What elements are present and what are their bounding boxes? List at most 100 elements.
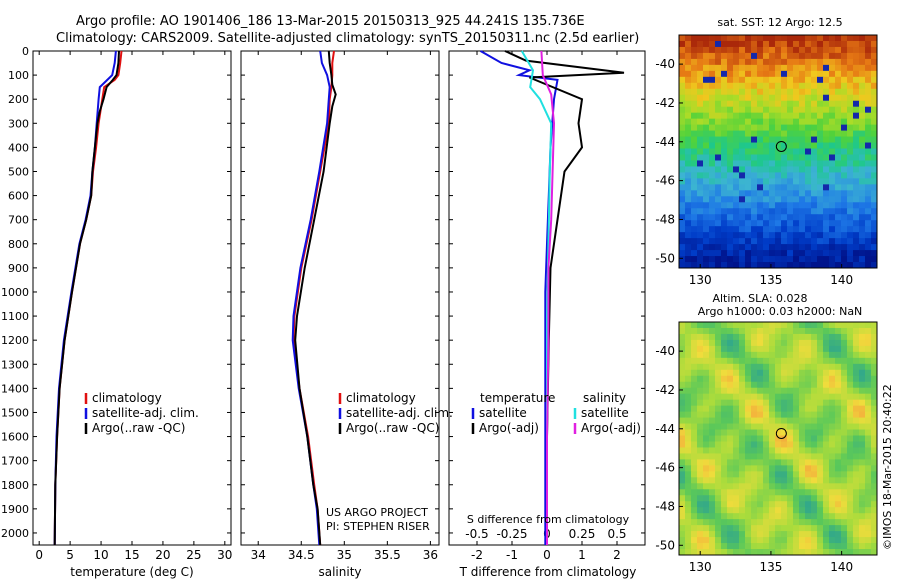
heatmap-cell [685, 82, 692, 90]
heatmap-cell [805, 322, 812, 329]
heatmap-cell [829, 441, 836, 448]
heatmap-cell [835, 399, 842, 407]
heatmap-cell [847, 46, 854, 54]
heatmap-cell [823, 387, 830, 395]
heatmap-cell [853, 250, 860, 257]
heatmap-cell [805, 76, 812, 84]
heatmap-cell [853, 387, 860, 395]
heatmap-cell [865, 70, 872, 78]
heatmap-cell [769, 483, 776, 490]
heatmap-cell [793, 172, 800, 179]
heatmap-cell [721, 232, 728, 239]
heatmap-cell [739, 196, 746, 203]
heatmap-cell [799, 244, 806, 251]
heatmap-cell [745, 543, 752, 550]
heatmap-cell [697, 387, 704, 395]
heatmap-cell [769, 118, 776, 126]
heatmap-cell [799, 495, 806, 502]
heatmap-cell [859, 238, 866, 245]
heatmap-cell [703, 238, 710, 245]
heatmap-cell [829, 322, 836, 329]
heatmap-cell [769, 172, 776, 179]
heatmap-cell [769, 76, 776, 84]
heatmap-cell [745, 435, 752, 442]
heatmap-cell [751, 495, 758, 502]
heatmap-cell [727, 124, 734, 131]
x-tick-label: 35.5 [374, 548, 401, 562]
heatmap-cell [763, 531, 770, 538]
heatmap-cell [763, 58, 770, 66]
heatmap-cell [679, 453, 686, 460]
heatmap-cell [853, 40, 860, 48]
heatmap-cell [853, 417, 860, 424]
lat-tick-label: -44 [655, 135, 675, 149]
heatmap-cell [691, 525, 698, 532]
heatmap-cell [871, 256, 878, 263]
heatmap-cell [697, 513, 704, 520]
heatmap-cell [757, 100, 764, 108]
heatmap-cell [841, 232, 848, 239]
heatmap-cell [745, 136, 752, 143]
heatmap-cell [787, 160, 794, 167]
heatmap-cell [763, 52, 770, 60]
heatmap-cell [685, 327, 692, 335]
heatmap-cell [847, 495, 854, 502]
heatmap-cell [757, 76, 764, 84]
heatmap-cell [835, 333, 842, 341]
heatmap-cell [739, 166, 746, 173]
heatmap-cell [757, 477, 764, 484]
heatmap-cell [757, 411, 764, 418]
depth-tick-label: 2000 [1, 527, 29, 540]
heatmap-cell [703, 136, 710, 143]
heatmap-cell [733, 100, 740, 108]
heatmap-cell [775, 405, 782, 413]
heatmap-cell [847, 357, 854, 365]
heatmap-cell [835, 531, 842, 538]
heatmap-cell [787, 166, 794, 173]
heatmap-cell [691, 82, 698, 90]
heatmap-cell [769, 184, 776, 191]
heatmap-cell [787, 214, 794, 221]
heatmap-cell [811, 208, 818, 215]
heatmap-cell [871, 196, 878, 203]
heatmap-cell [697, 172, 704, 179]
heatmap-cell [835, 411, 842, 418]
heatmap-cell [709, 531, 716, 538]
heatmap-cell [721, 363, 728, 371]
heatmap-cell [691, 160, 698, 167]
heatmap-cell [697, 82, 704, 90]
heatmap-cell [709, 136, 716, 143]
heatmap-cell [799, 543, 806, 550]
heatmap-cell [853, 459, 860, 466]
heatmap-cell [757, 70, 764, 78]
heatmap-cell [865, 339, 872, 347]
heatmap-cell [787, 531, 794, 538]
heatmap-cell [721, 453, 728, 460]
heatmap-cell [823, 124, 830, 131]
heatmap-cell [691, 100, 698, 108]
heatmap-cell [751, 387, 758, 395]
heatmap-cell [841, 393, 848, 401]
heatmap-cell [835, 327, 842, 335]
heatmap-cell [823, 142, 830, 149]
heatmap-cell [715, 226, 722, 233]
depth-tick-label: 100 [8, 69, 29, 82]
heatmap-cell [685, 142, 692, 149]
heatmap-cell [697, 256, 704, 263]
heatmap-cell [733, 250, 740, 257]
heatmap-cell [793, 232, 800, 239]
heatmap-cell [787, 507, 794, 514]
heatmap-cell [745, 106, 752, 114]
heatmap-cell [679, 471, 686, 478]
heatmap-cell [865, 130, 872, 137]
heatmap-cell [751, 399, 758, 407]
heatmap-cell [685, 531, 692, 538]
heatmap-cell [769, 262, 776, 269]
lon-tick-label: 130 [689, 273, 712, 287]
heatmap-cell [745, 447, 752, 454]
heatmap-cell [679, 172, 686, 179]
heatmap-cell [769, 58, 776, 66]
heatmap-cell [703, 351, 710, 359]
heatmap-cell [715, 178, 722, 185]
lon-tick-label: 135 [759, 273, 782, 287]
